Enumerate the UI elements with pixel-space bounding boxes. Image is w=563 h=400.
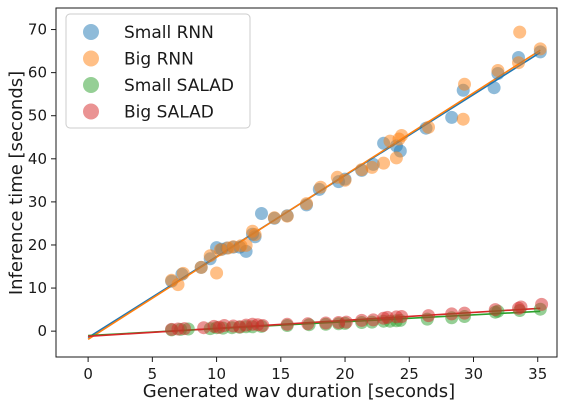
data-point-big-rnn xyxy=(491,64,505,77)
data-point-big-salad xyxy=(355,313,369,327)
data-point-big-rnn xyxy=(171,278,185,292)
legend-marker xyxy=(83,24,99,40)
legend-label: Big RNN xyxy=(124,50,194,70)
data-point-big-rnn xyxy=(194,260,208,274)
data-point-big-rnn xyxy=(314,180,328,194)
data-point-big-rnn xyxy=(512,56,525,70)
data-point-big-rnn xyxy=(365,160,379,174)
legend-label: Big SALAD xyxy=(124,103,214,123)
y-tick-label: 20 xyxy=(28,236,47,254)
x-tick-label: 25 xyxy=(400,365,419,383)
x-tick-label: 5 xyxy=(148,365,158,383)
data-point-big-salad xyxy=(366,313,380,327)
data-point-big-salad xyxy=(319,316,333,330)
data-point-small-rnn xyxy=(255,207,268,220)
data-point-big-rnn xyxy=(458,77,471,91)
legend-label: Small SALAD xyxy=(124,76,234,96)
data-point-big-rnn xyxy=(422,120,435,134)
data-point-big-rnn xyxy=(338,173,352,187)
data-point-big-salad xyxy=(339,315,353,329)
data-point-big-rnn xyxy=(533,42,547,56)
data-point-big-salad xyxy=(422,309,435,323)
plot-frame xyxy=(55,7,558,358)
y-tick-label: 0 xyxy=(37,322,47,340)
data-point-big-rnn xyxy=(513,25,527,39)
legend-marker xyxy=(83,77,99,93)
data-point-big-rnn xyxy=(203,249,217,263)
data-point-small-rnn xyxy=(487,81,501,95)
legend-marker xyxy=(83,50,99,67)
data-point-big-rnn xyxy=(210,266,224,280)
data-point-big-rnn xyxy=(248,228,262,242)
data-point-big-salad xyxy=(178,322,191,336)
x-tick-label: 35 xyxy=(528,365,547,383)
data-point-big-salad xyxy=(301,317,315,331)
data-point-big-rnn xyxy=(355,163,369,177)
data-point-big-rnn xyxy=(389,151,403,165)
y-tick-label: 70 xyxy=(28,21,47,39)
data-point-big-rnn xyxy=(176,266,190,280)
data-point-big-salad xyxy=(514,300,528,314)
y-tick-label: 50 xyxy=(28,107,47,125)
y-tick-label: 40 xyxy=(28,150,47,168)
x-tick-label: 20 xyxy=(335,365,354,383)
x-tick-label: 10 xyxy=(207,365,226,383)
y-tick-label: 10 xyxy=(28,279,47,297)
points-group xyxy=(165,25,549,337)
y-axis-label: Inference time [seconds] xyxy=(6,71,27,295)
data-point-big-salad xyxy=(535,297,549,311)
data-point-big-salad xyxy=(197,321,211,335)
data-point-big-salad xyxy=(256,319,270,332)
data-point-big-rnn xyxy=(280,209,294,223)
y-tick-label: 30 xyxy=(28,193,47,211)
legend-marker xyxy=(83,103,99,120)
data-point-big-salad xyxy=(395,310,409,323)
x-tick-label: 0 xyxy=(83,365,93,383)
data-point-big-salad xyxy=(488,303,502,317)
y-tick-label: 60 xyxy=(28,64,47,82)
x-axis-label: Generated wav duration [seconds] xyxy=(143,381,455,400)
data-point-big-salad xyxy=(280,317,294,331)
data-point-small-rnn xyxy=(445,110,459,124)
data-point-big-rnn xyxy=(456,112,470,126)
fit-line-big-rnn xyxy=(87,49,541,340)
legend-label: Small RNN xyxy=(124,23,214,43)
data-point-big-rnn xyxy=(377,156,391,170)
ticks-group: 0 5 10 15 20 25 30 35 0 10 20 30 40 50 60 70 xyxy=(28,21,547,383)
legend: Small RNN Big RNN Small SALAD Big SALAD xyxy=(65,13,251,129)
data-point-big-salad xyxy=(458,306,471,320)
data-point-big-rnn xyxy=(395,129,409,142)
data-point-big-salad xyxy=(445,307,459,321)
x-tick-label: 15 xyxy=(271,365,290,383)
legend-box xyxy=(65,13,251,129)
x-tick-label: 30 xyxy=(464,365,483,383)
data-point-big-rnn xyxy=(300,197,313,211)
plot-frame-group xyxy=(55,7,558,358)
data-point-big-rnn xyxy=(267,211,281,225)
data-point-big-rnn xyxy=(239,238,253,252)
